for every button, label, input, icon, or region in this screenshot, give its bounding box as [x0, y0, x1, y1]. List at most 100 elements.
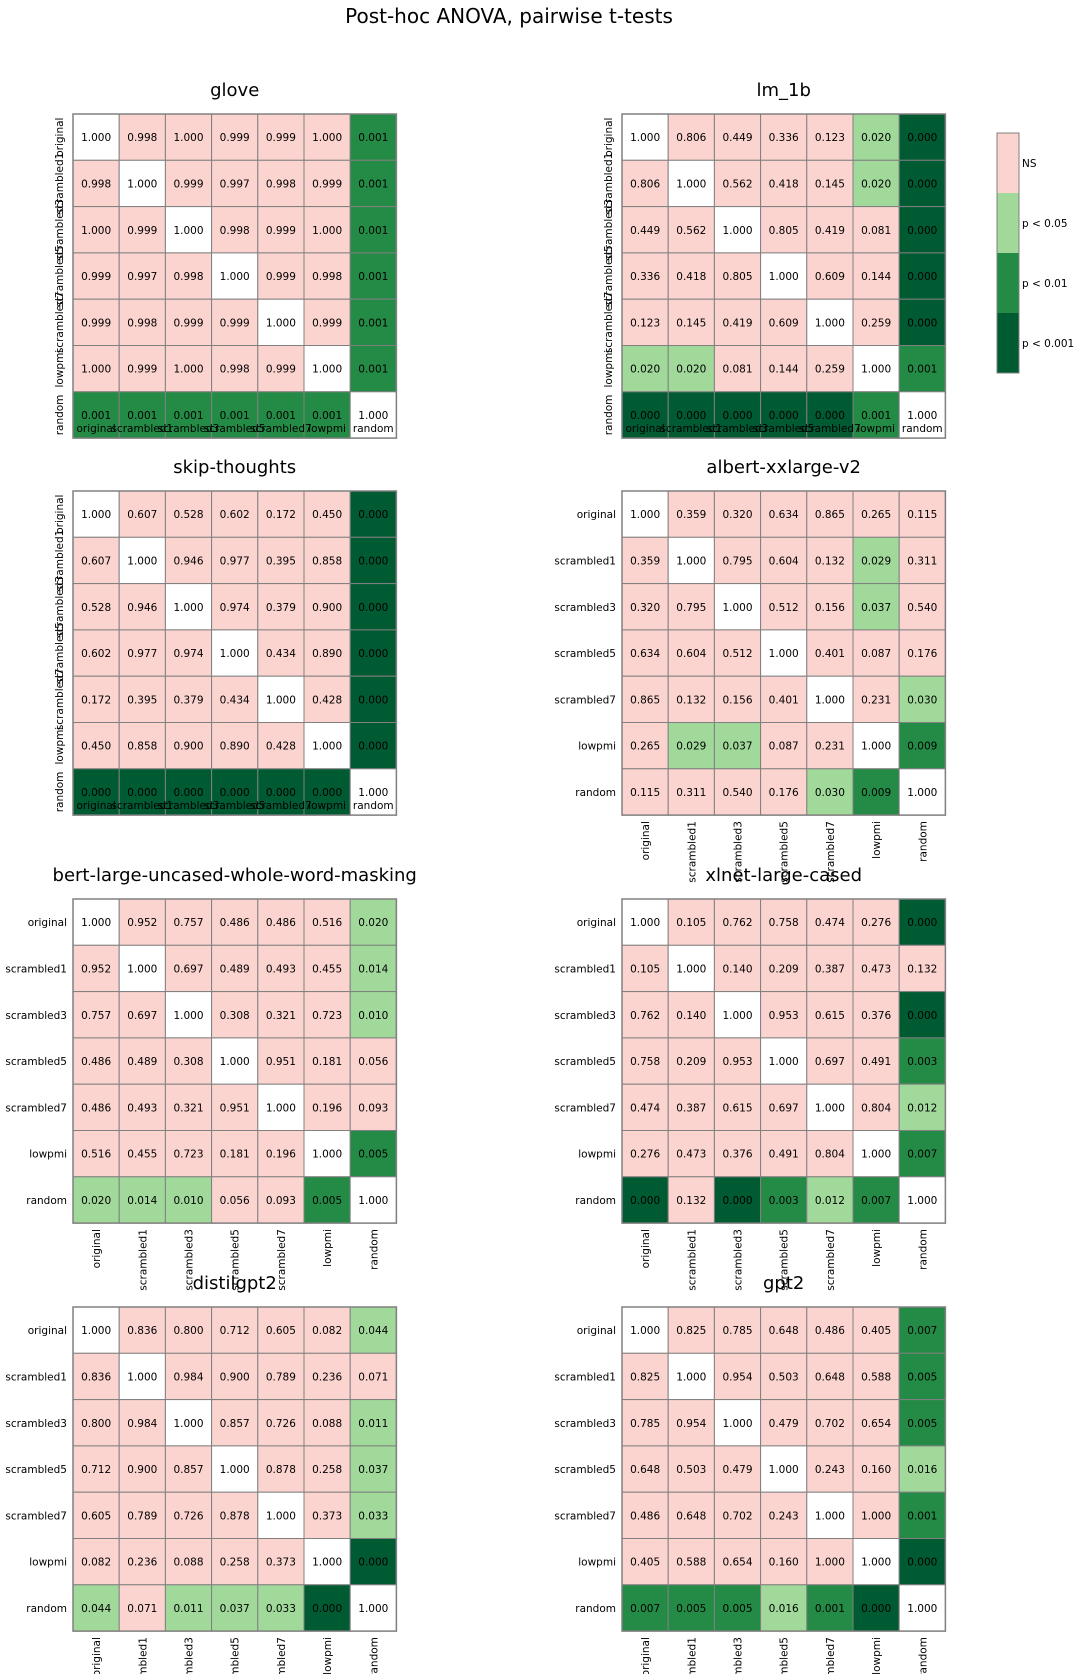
cell-label: 1.000: [907, 1195, 937, 1207]
cell-label: 0.977: [220, 555, 250, 567]
heatmap-cell: [667, 1538, 715, 1586]
cell-label: 1.000: [815, 1102, 845, 1114]
cell-label: 0.789: [266, 1371, 296, 1383]
cell-label: 0.379: [173, 694, 203, 706]
y-tick-label: lowpmi: [578, 1557, 616, 1569]
x-tick-label: scrambled7: [276, 1637, 288, 1674]
heatmap-cell: [852, 629, 900, 677]
cell-label: 0.000: [722, 1195, 752, 1207]
heatmap-cell: [349, 391, 397, 439]
y-tick-label: original: [577, 1325, 616, 1337]
heatmap-cell: [760, 1445, 808, 1493]
cell-label: 0.900: [220, 1371, 250, 1383]
x-tick-label: original: [76, 423, 115, 435]
cell-label: 1.000: [907, 1603, 937, 1615]
heatmap-cell: [118, 722, 166, 770]
cell-label: 0.044: [81, 1603, 111, 1615]
cell-label: 0.836: [81, 1371, 111, 1383]
heatmap-cell: [164, 1399, 213, 1447]
heatmap-cell: [760, 206, 808, 254]
heatmap-cell: [349, 1037, 397, 1085]
cell-label: 0.805: [722, 271, 752, 283]
cell-label: 0.000: [358, 1557, 388, 1569]
heatmap-cell: [713, 1352, 762, 1401]
cell-label: 0.005: [907, 1371, 937, 1383]
heatmap-cell: [760, 1491, 808, 1539]
cell-label: 0.030: [815, 787, 845, 799]
cell-label: 0.998: [220, 225, 250, 237]
cell-label: 0.005: [907, 1418, 937, 1430]
heatmap-cell: [303, 1083, 351, 1131]
heatmap-cell: [211, 1584, 259, 1632]
heatmap-cell: [898, 1399, 946, 1447]
heatmap-cell: [211, 675, 259, 724]
cell-label: 0.000: [769, 410, 799, 422]
cell-label: 0.528: [81, 602, 111, 614]
cell-label: 0.489: [127, 1056, 157, 1068]
cell-label: 0.900: [127, 1464, 157, 1476]
cell-label: 0.491: [769, 1149, 799, 1161]
cell-label: 0.805: [769, 225, 799, 237]
cell-label: 0.789: [127, 1510, 157, 1522]
heatmap-cell: [303, 490, 351, 538]
heatmap-cell: [806, 1538, 854, 1586]
cell-label: 0.428: [266, 741, 296, 753]
cell-label: 0.000: [266, 787, 296, 799]
cell-label: 0.010: [173, 1195, 203, 1207]
heatmap-cell: [898, 1083, 946, 1131]
heatmap-cell: [303, 991, 351, 1039]
cell-label: 0.236: [127, 1557, 157, 1569]
y-tick-label: scrambled5: [554, 1056, 616, 1068]
x-tick-label: scrambled5: [779, 1637, 791, 1674]
x-tick-label: scrambled1: [686, 1637, 698, 1674]
cell-label: 0.000: [907, 271, 937, 283]
cell-label: 0.857: [173, 1464, 203, 1476]
cell-label: 0.001: [81, 410, 111, 422]
cell-label: 0.806: [630, 178, 660, 190]
cell-label: 0.604: [769, 555, 799, 567]
cell-label: 0.311: [676, 787, 706, 799]
heatmap-cell: [760, 1037, 808, 1085]
cell-label: 0.999: [173, 178, 203, 190]
cell-label: 1.000: [630, 132, 660, 144]
cell-label: 0.951: [266, 1056, 296, 1068]
cell-label: 0.418: [676, 271, 706, 283]
heatmap-cell: [211, 536, 259, 585]
y-tick-label: scrambled1: [554, 555, 616, 567]
cell-label: 0.946: [127, 602, 157, 614]
heatmap-cell: [760, 583, 808, 631]
heatmap-panel: bert-large-uncased-whole-word-masking 1.0…: [5, 865, 416, 1291]
cell-label: 0.000: [907, 1557, 937, 1569]
x-tick-label: original: [640, 1637, 652, 1674]
cell-label: 0.648: [815, 1371, 845, 1383]
cell-label: 0.001: [815, 1603, 845, 1615]
cell-label: 0.998: [220, 364, 250, 376]
heatmap-cell: [852, 1491, 900, 1539]
cell-label: 0.758: [630, 1056, 660, 1068]
x-tick-label: random: [917, 821, 929, 862]
cell-label: 0.144: [861, 271, 891, 283]
cell-label: 0.609: [769, 317, 799, 329]
cell-label: 0.999: [266, 225, 296, 237]
cell-label: 0.999: [266, 132, 296, 144]
heatmap-cell: [257, 583, 305, 631]
heatmap-cell: [349, 252, 397, 300]
heatmap-cell: [713, 1176, 762, 1224]
cell-label: 0.115: [907, 509, 937, 521]
heatmap-cell: [713, 113, 762, 161]
heatmap-cell: [760, 159, 808, 208]
y-tick-label: scrambled1: [5, 963, 67, 975]
cell-label: 0.952: [81, 963, 111, 975]
heatmap-cell: [852, 490, 900, 538]
cell-label: 0.984: [127, 1418, 157, 1430]
cell-label: 0.486: [81, 1056, 111, 1068]
heatmap-cell: [806, 1399, 854, 1447]
cell-label: 0.723: [312, 1010, 342, 1022]
cell-label: 0.434: [266, 648, 296, 660]
heatmap-cell: [621, 391, 669, 439]
cell-label: 0.977: [127, 648, 157, 660]
cell-label: 0.336: [769, 132, 799, 144]
panel-title: glove: [210, 80, 259, 101]
heatmap-cell: [898, 898, 946, 946]
cell-label: 0.320: [722, 509, 752, 521]
